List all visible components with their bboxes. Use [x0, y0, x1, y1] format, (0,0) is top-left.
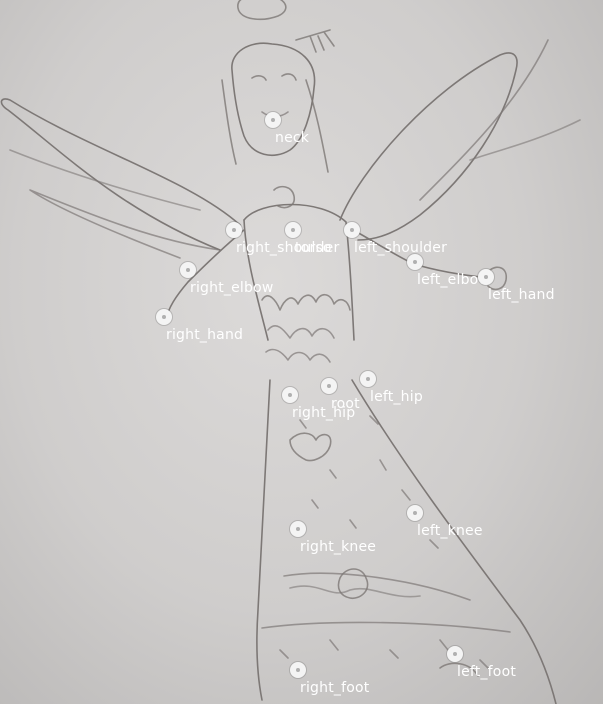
- keypoint-torso: [285, 222, 301, 238]
- keypoint-label-left-hand: left_hand: [488, 287, 555, 303]
- keypoint-label-right-hand: right_hand: [166, 327, 244, 343]
- keypoint-label-right-foot: right_foot: [300, 680, 370, 696]
- keypoint-left-foot: [447, 646, 463, 662]
- keypoint-root: [321, 378, 337, 394]
- keypoint-right-hand: [156, 309, 172, 325]
- keypoint-label-right-shoulder: right_shoulder: [236, 240, 340, 256]
- keypoint-label-left-knee: left_knee: [417, 523, 483, 539]
- keypoint-right-elbow: [180, 262, 196, 278]
- keypoint-right-hip: [282, 387, 298, 403]
- keypoint-label-left-foot: left_foot: [457, 664, 517, 680]
- keypoint-label-root: root: [331, 396, 360, 412]
- keypoint-left-hand: [478, 269, 494, 285]
- keypoint-label-right-hip: right_hip: [292, 405, 356, 421]
- keypoint-label-right-elbow: right_elbow: [190, 280, 274, 296]
- keypoint-left-knee: [407, 505, 423, 521]
- keypoint-left-hip: [360, 371, 376, 387]
- keypoint-right-knee: [290, 521, 306, 537]
- keypoint-left-elbow: [407, 254, 423, 270]
- keypoint-label-left-hip: left_hip: [370, 389, 423, 405]
- keypoint-label-left-shoulder: left_shoulder: [354, 240, 448, 256]
- keypoint-left-shoulder: [344, 222, 360, 238]
- keypoint-neck: [265, 112, 281, 128]
- keypoint-label-right-knee: right_knee: [300, 539, 377, 555]
- keypoint-label-torso: torso: [295, 240, 332, 256]
- keypoint-right-shoulder: [226, 222, 242, 238]
- keypoint-right-foot: [290, 662, 306, 678]
- keypoint-label-left-elbow: left_elbow: [417, 272, 491, 288]
- keypoint-label-neck: neck: [275, 130, 310, 146]
